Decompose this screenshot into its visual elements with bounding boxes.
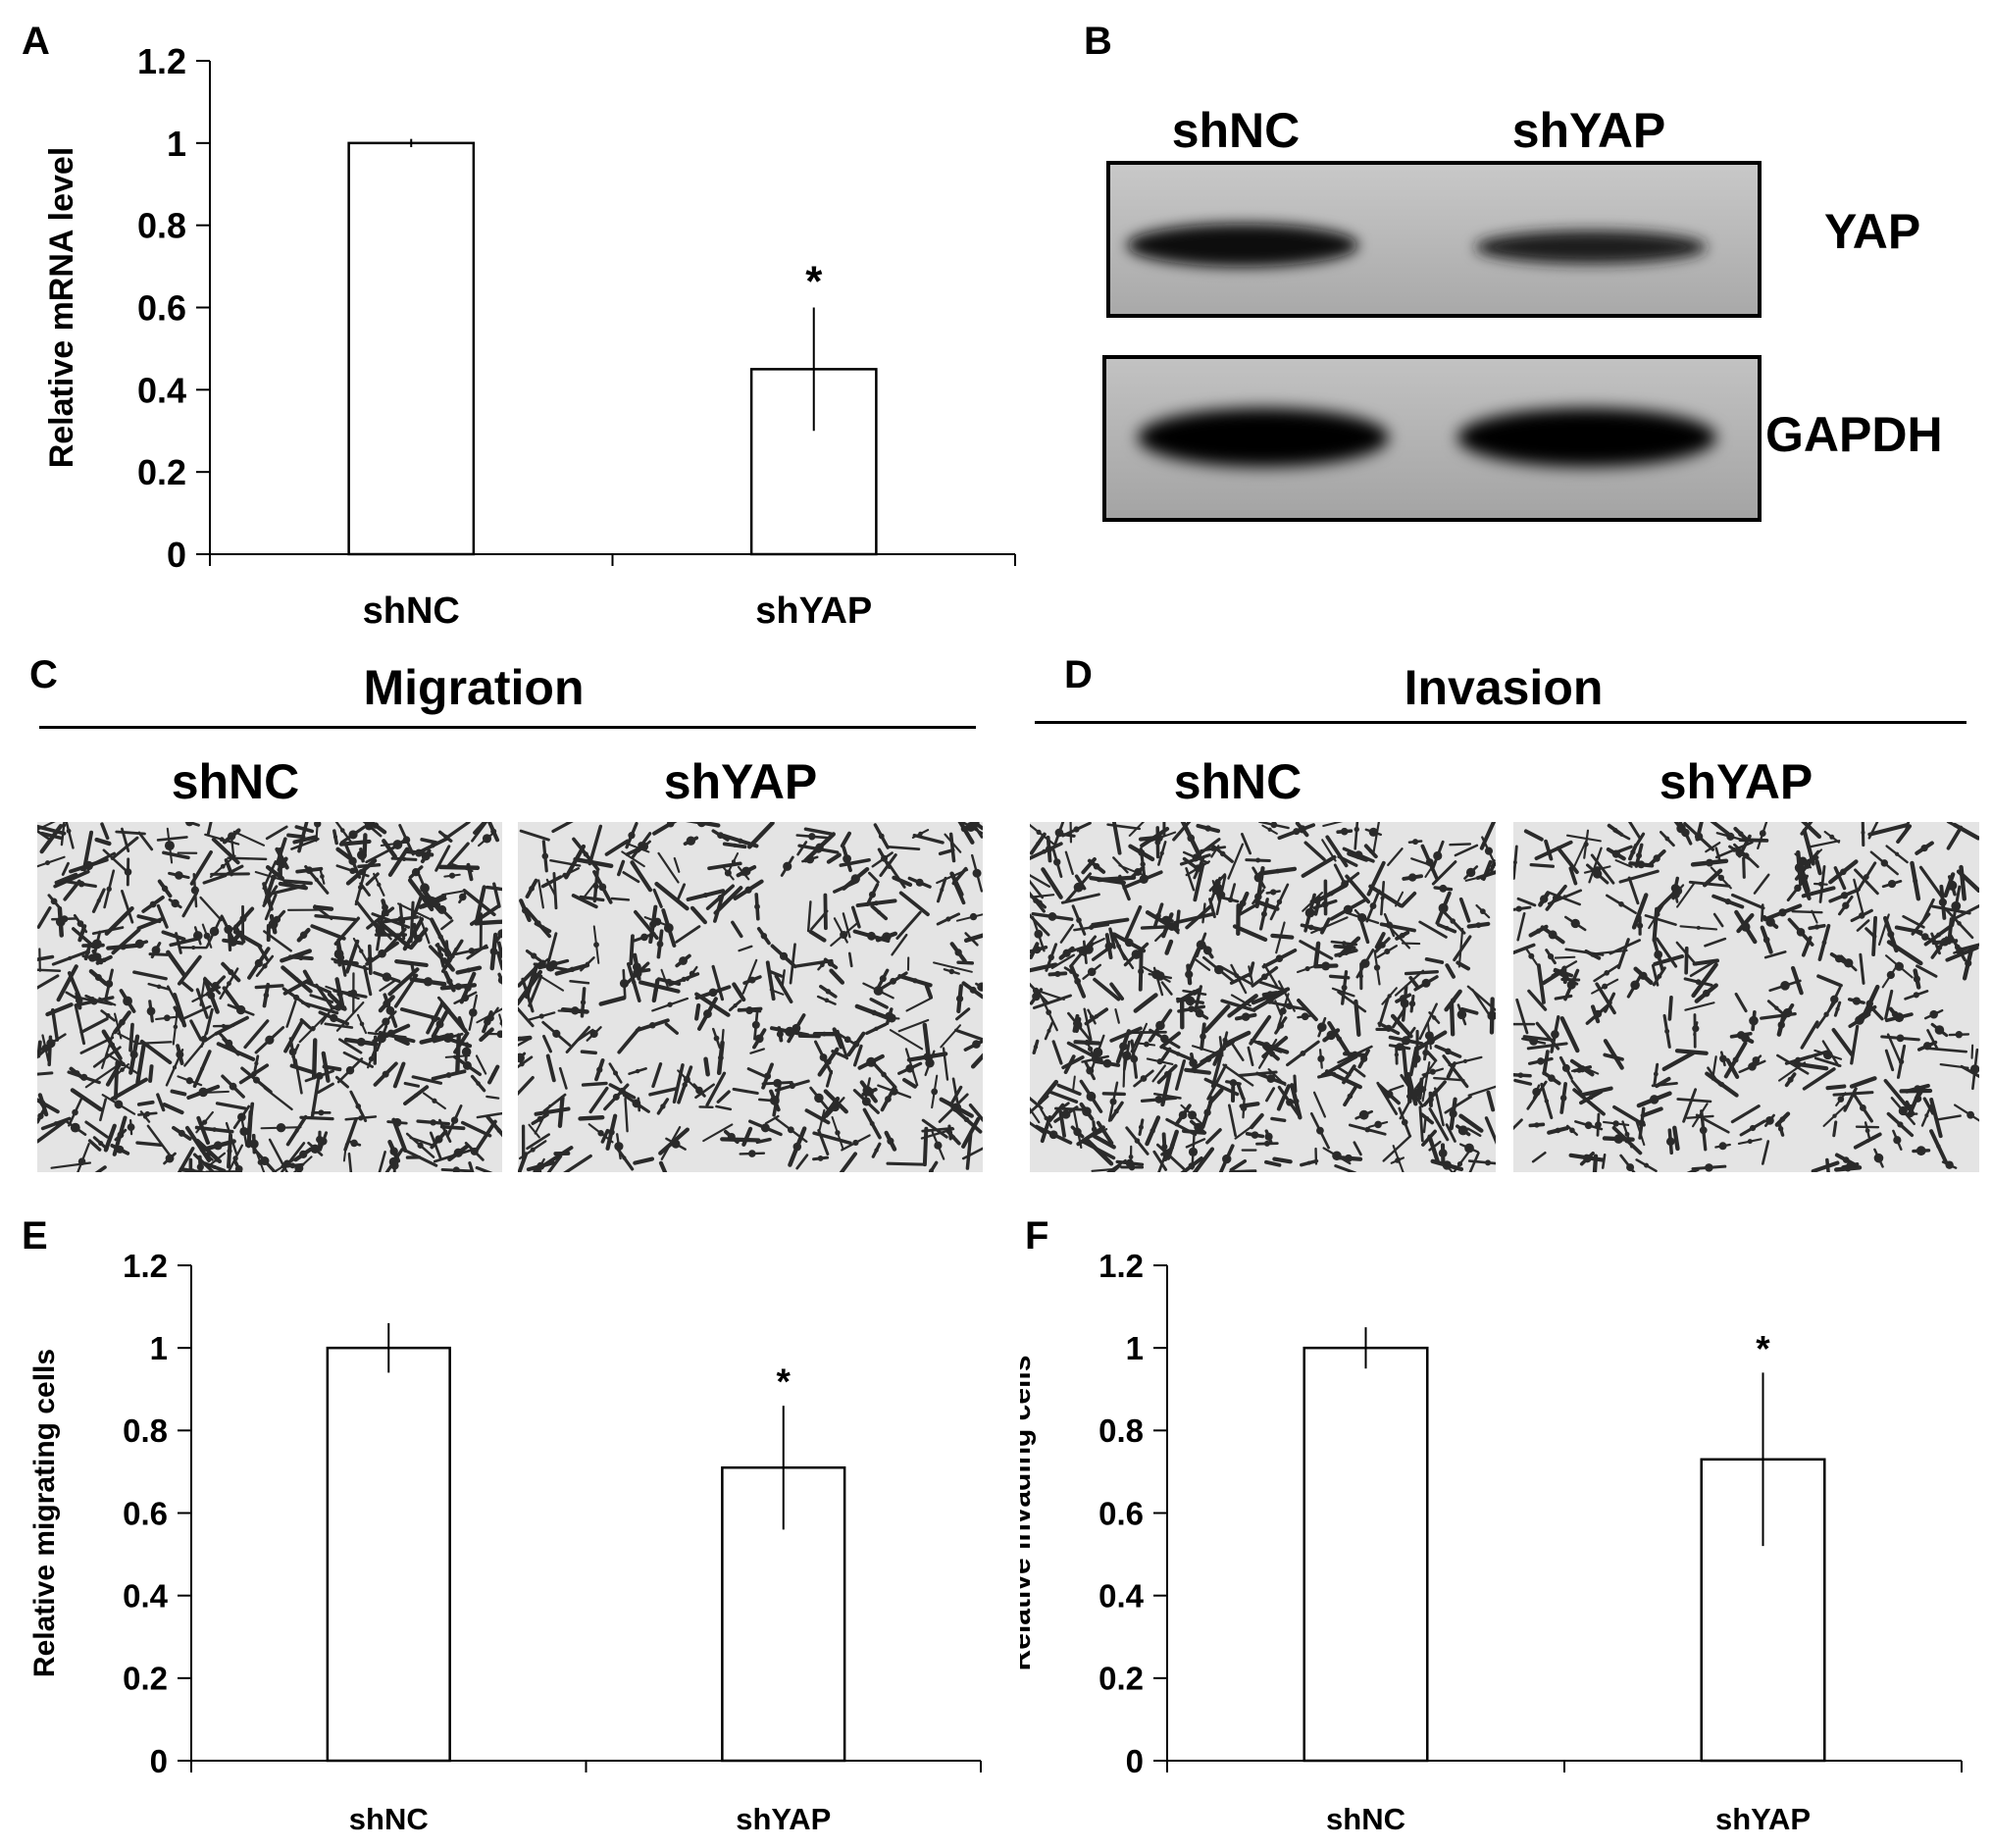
blot-membrane-yap: [1106, 161, 1762, 318]
band-yap-shyap: [1475, 231, 1707, 264]
y-tick-label: 0.2: [1098, 1661, 1144, 1697]
y-tick-label: 0.8: [123, 1412, 168, 1449]
y-tick-label: 1: [1126, 1330, 1144, 1366]
significance-marker: *: [1756, 1328, 1770, 1368]
bar-shnc: [1302, 1346, 1429, 1763]
x-category-label: shYAP: [755, 590, 872, 632]
y-tick-label: 0.6: [137, 287, 186, 328]
significance-marker: *: [805, 258, 823, 306]
y-tick-label: 0.8: [1098, 1412, 1144, 1449]
blot-membrane-gapdh: [1102, 355, 1762, 522]
y-tick-label: 0.4: [137, 370, 186, 410]
y-tick-label: 0.8: [137, 206, 186, 246]
band-gapdh-shnc: [1138, 408, 1389, 467]
bar-shnc: [347, 141, 476, 556]
band-gapdh-shyap: [1457, 408, 1716, 467]
micrograph-invasion-shyap: [1513, 822, 1979, 1172]
y-tick-label: 0.6: [123, 1495, 168, 1531]
y-axis-label: Relative mRNA level: [43, 147, 80, 469]
y-tick-label: 0: [167, 535, 186, 575]
x-category-label: shNC: [1326, 1802, 1405, 1836]
chart-f-relative-invading: 0 0.2 0.4 0.6 0.8 1 1.2 shNC shYAP * Relative inva…: [1020, 1248, 1963, 1836]
micrograph-migration-shnc: [37, 822, 502, 1172]
blot-band-label-gapdh: GAPDH: [1765, 407, 1943, 462]
y-tick-label: 0.4: [123, 1578, 169, 1615]
y-axis-label: Relative invading cells: [1020, 1356, 1037, 1671]
x-category-label: shNC: [349, 1802, 429, 1836]
y-tick-label: 0.2: [137, 452, 186, 492]
y-tick-label: 1.2: [137, 41, 186, 81]
panel-label-c: C: [29, 653, 58, 696]
blot-band-label-yap: YAP: [1824, 204, 1921, 259]
bar-shnc: [326, 1346, 451, 1763]
x-category-label: shNC: [363, 590, 460, 632]
invasion-label-shyap: shYAP: [1659, 754, 1813, 809]
panel-label-d: D: [1064, 653, 1093, 696]
micrograph-migration-shyap: [518, 822, 983, 1172]
y-tick-label: 0.6: [1098, 1495, 1144, 1531]
x-category-label: shYAP: [1715, 1802, 1811, 1836]
y-tick-label: 1: [167, 124, 186, 164]
migration-divider: [39, 726, 976, 729]
panel-label-b: B: [1084, 20, 1112, 63]
micrograph-invasion-shnc: [1030, 822, 1496, 1172]
migration-label-shyap: shYAP: [663, 754, 818, 809]
x-category-label: shYAP: [736, 1802, 831, 1836]
invasion-label-shnc: shNC: [1173, 754, 1302, 809]
y-tick-label: 0: [1126, 1743, 1144, 1779]
band-yap-shnc: [1127, 224, 1358, 267]
y-axis-label: Relative migrating cells: [28, 1349, 61, 1677]
y-tick-label: 0.4: [1098, 1578, 1145, 1615]
invasion-title: Invasion: [1404, 660, 1604, 715]
blot-bands-gapdh: [1106, 359, 1758, 518]
migration-label-shnc: shNC: [171, 754, 300, 809]
y-tick-label: 0.2: [123, 1661, 168, 1697]
y-tick-label: 1.2: [123, 1248, 168, 1284]
panel-label-e: E: [22, 1214, 48, 1258]
panel-label-a: A: [22, 20, 50, 63]
chart-a-relative-mrna: 0 0.2 0.4 0.6 0.8 1 1.2 shNC shYAP * Relative mRNA…: [43, 41, 1016, 632]
y-tick-label: 1.2: [1098, 1248, 1144, 1284]
blot-bands-yap: [1110, 165, 1758, 314]
blot-lane-label-shnc: shNC: [1171, 103, 1301, 158]
migration-title: Migration: [363, 660, 585, 715]
chart-e-relative-migrating: 0 0.2 0.4 0.6 0.8 1 1.2 shNC shYAP * Relative migr…: [28, 1248, 982, 1836]
blot-lane-label-shyap: shYAP: [1511, 103, 1666, 158]
y-tick-label: 1: [150, 1330, 168, 1366]
invasion-divider: [1035, 721, 1966, 724]
panel-label-f: F: [1025, 1214, 1049, 1258]
y-tick-label: 0: [150, 1743, 168, 1779]
significance-marker: *: [777, 1361, 792, 1402]
